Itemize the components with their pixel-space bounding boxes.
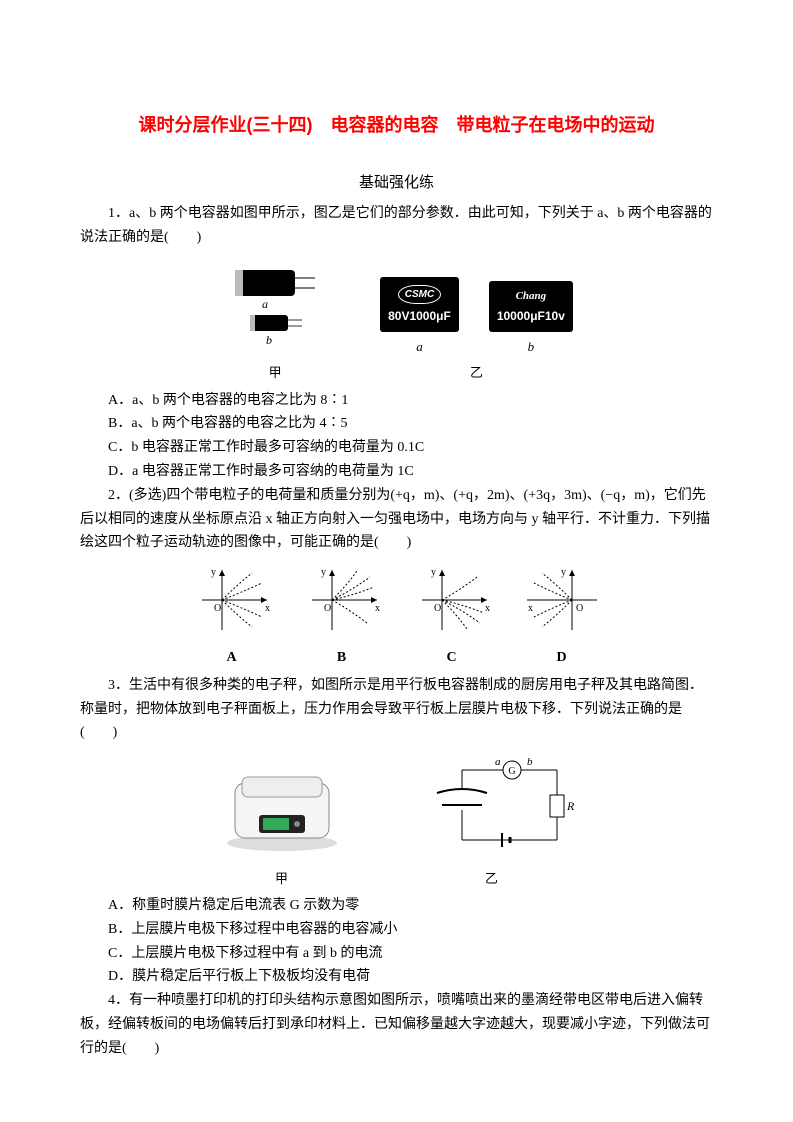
q3-scale: 甲 [217,765,347,890]
circuit-icon: G a b R [407,755,577,855]
q1-opt-a: A．a、b 两个电容器的电容之比为 8∶1 [80,389,713,413]
q2-letter-a: A [192,646,272,670]
q2-letter-b: B [302,646,382,670]
svg-text:b: b [527,756,533,768]
q2-stem: 2．(多选)四个带电粒子的电荷量和质量分别为(+q，m)、(+q，2m)、(+3… [80,484,713,555]
svg-text:O: O [324,603,331,614]
svg-text:y: y [431,567,436,578]
q1-stem: 1．a、b 两个电容器如图甲所示，图乙是它们的部分参数．由此可知，下列关于 a、… [80,202,713,250]
q3-figure-row: 甲 G a b R [80,755,713,890]
cap-a-box: CSMC 80V1000μF [380,277,459,332]
trajectory-b-icon: x y O [302,565,382,635]
trajectory-c-icon: x y O [412,565,492,635]
cap-b-spec: 10000μF10v [497,306,565,326]
q3-yi-label: 乙 [407,868,577,890]
q3-jia-label: 甲 [217,868,347,890]
cap-a-spec: 80V1000μF [388,306,451,326]
q2-graph-d: x y O D [522,565,602,670]
svg-text:O: O [576,603,583,614]
svg-text:b: b [266,333,272,347]
q1-figure-row: a b 甲 CSMC 80V1000μF a [80,260,713,385]
svg-text:x: x [528,603,533,614]
q1-fig-jia: a b 甲 [220,260,330,385]
q2-graph-a: x y O A [192,565,272,670]
svg-text:y: y [321,567,326,578]
q1-fig-yi: CSMC 80V1000μF a Chang 10000μF10v b 乙 [380,277,573,385]
q3-opt-d: D．膜片稳定后平行板上下极板均没有电荷 [80,965,713,989]
q2-graph-c: x y O C [412,565,492,670]
svg-text:y: y [561,567,566,578]
scale-icon [217,765,347,855]
q1-opt-b: B．a、b 两个电容器的电容之比为 4∶5 [80,412,713,436]
q1-jia-label: 甲 [220,362,330,384]
svg-text:x: x [485,603,490,614]
q4-stem: 4．有一种喷墨打印机的打印头结构示意图如图所示，喷嘴喷出来的墨滴经带电区带电后进… [80,989,713,1060]
svg-text:x: x [265,603,270,614]
q3-opt-a: A．称重时膜片稳定后电流表 G 示数为零 [80,894,713,918]
page: 课时分层作业(三十四) 电容器的电容 带电粒子在电场中的运动 基础强化练 1．a… [0,0,793,1122]
cap-b-brand: Chang [497,287,565,306]
trajectory-d-icon: x y O [522,565,602,635]
capacitor-drawing-icon: a b [220,260,330,350]
cap-b-label: b [489,336,573,358]
q3-stem: 3．生活中有很多种类的电子秤，如图所示是用平行板电容器制成的厨房用电子秤及其电路… [80,674,713,745]
q2-letter-d: D [522,646,602,670]
cap-b-box: Chang 10000μF10v [489,281,573,332]
svg-text:R: R [566,799,575,813]
q1-opt-c: C．b 电容器正常工作时最多可容纳的电荷量为 0.1C [80,436,713,460]
q2-figure-row: x y O A x y O [80,565,713,670]
svg-text:G: G [508,766,515,777]
cap-a-label: a [380,336,459,358]
q3-circuit: G a b R 乙 [407,755,577,890]
trajectory-a-icon: x y O [192,565,272,635]
svg-text:O: O [434,603,441,614]
svg-text:y: y [211,567,216,578]
q1-yi-label: 乙 [380,362,573,384]
section-subtitle: 基础强化练 [80,171,713,197]
q1-opt-d: D．a 电容器正常工作时最多可容纳的电荷量为 1C [80,460,713,484]
q2-letter-c: C [412,646,492,670]
q3-opt-b: B．上层膜片电极下移过程中电容器的电容减小 [80,918,713,942]
page-title: 课时分层作业(三十四) 电容器的电容 带电粒子在电场中的运动 [80,110,713,141]
q2-graph-b: x y O B [302,565,382,670]
svg-text:a: a [262,297,268,311]
svg-text:a: a [495,756,501,768]
svg-text:x: x [375,603,380,614]
q3-opt-c: C．上层膜片电极下移过程中有 a 到 b 的电流 [80,942,713,966]
svg-text:O: O [214,603,221,614]
